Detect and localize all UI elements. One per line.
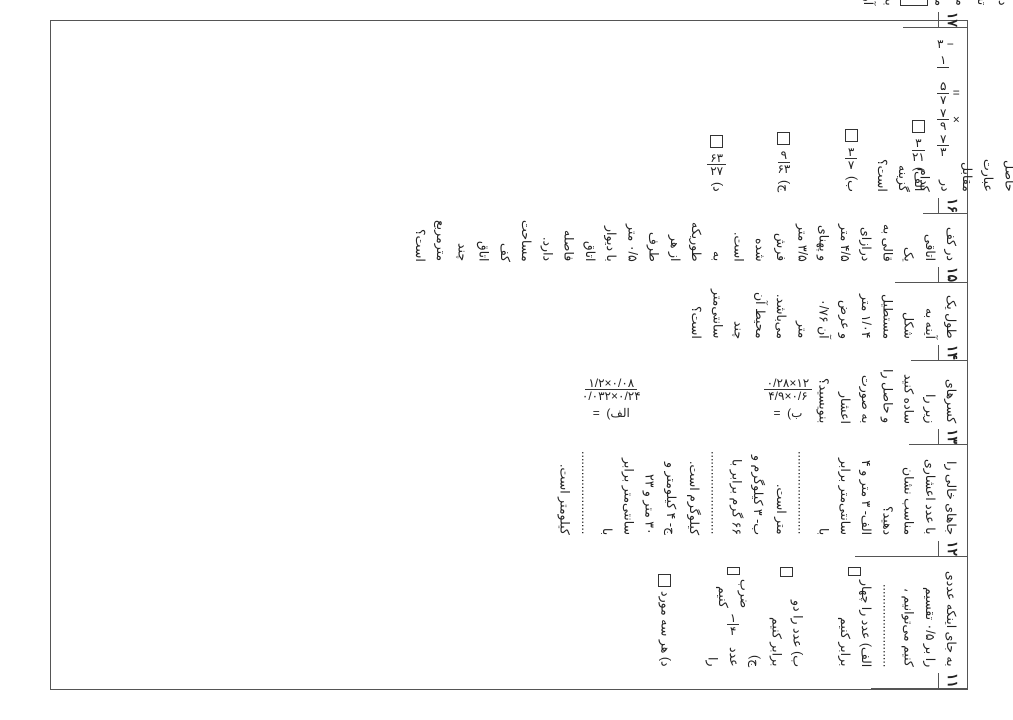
checkbox-icon [845,129,858,142]
eq-a: ۱/۲×۰/۰۸۰/۰۳۲×۰/۲۴ = (الف [579,377,644,424]
q-text: طول یک آینه به شکل مستطیل ۱/۰۴ متر و عرض… [685,289,961,338]
checkbox-icon [912,120,925,133]
option: ب) ۳۷ [841,129,862,192]
q-number: ۱۳ [938,429,967,444]
q-text: جاهای خالی را با عدد اعشاری مناسب نشان د… [876,451,961,534]
option: ج) عدد را ۱۴ ضرب کنیم [701,567,765,667]
q-body: کسرهای زیر را ساده کنید و حاصل را به صور… [909,361,967,430]
q-text: کسرهای زیر را ساده کنید و حاصل را به صور… [812,367,961,424]
table-row: ۱۷ در تساوی مقابل مقدار را بدست آورید؟ ۰… [903,0,967,28]
checkbox-icon [658,574,671,587]
expr: ۳ − ۱ ۵۷ = ۷۹ × ۷۳ [937,34,961,159]
q-body: در تساوی مقابل مقدار را بدست آورید؟ ۰/۲۴… [903,0,967,12]
q-text: در کف اتاقی یک قالی به درازای ۴/۵ متر و … [409,220,962,262]
q-number: ۱۴ [938,345,967,360]
table-row: ۱۳ کسرهای زیر را ساده کنید و حاصل را به … [909,361,967,446]
options: ج) عدد را ۱۴ ضرب کنیم د) هر سه مورد [654,567,765,667]
q-text: به جای اینکه عددی را بر ۰/۵ تقسیم کنیم م… [876,563,961,667]
q-number: ۱۱ [938,673,967,688]
table-row: ۱۱ به جای اینکه عددی را بر ۰/۵ تقسیم کنی… [871,557,967,689]
q-body: به جای اینکه عددی را بر ۰/۵ تقسیم کنیم م… [871,557,967,673]
checkbox-icon [780,567,793,577]
option: ج) ۹۶۳ [773,132,794,191]
line: ب- ۳ کیلوگرم و ۶۶ گرم برابر با .........… [683,451,768,534]
checkbox-icon [710,135,723,148]
q-body: در کف اتاقی یک قالی به درازای ۴/۵ متر و … [895,214,967,268]
sub-lines: الف- ۳ متر و ۴ سانتی‌متر برابر با ......… [553,451,876,534]
checkbox-icon [848,567,861,576]
checkbox-icon [777,132,790,145]
options: الف) ۳۲۱ ب) ۳۷ ج) ۹۶۳ د) ۶۳۲۷ [706,38,929,192]
option: د) هر سه مورد [654,574,675,667]
q-number: ۱۶ [938,198,967,213]
table-row: ۱۲ جاهای خالی را با عدد اعشاری مناسب نشا… [855,445,967,556]
table-row: ۱۶ حاصل عبارت مقابل در کدام گزینه است؟ ۳… [923,28,967,214]
q-text: در تساوی مقابل مقدار را بدست آورید؟ [857,0,1013,6]
q-number: ۱۵ [938,267,967,282]
option: الف) عدد را چهار برابر کنیم [834,567,877,667]
option: الف) ۳۲۱ [908,120,929,192]
q-body: طول یک آینه به شکل مستطیل ۱/۰۴ متر و عرض… [911,283,967,344]
option: ب) عدد را دو برابر کنیم [765,567,808,667]
table-row: ۱۵ در کف اتاقی یک قالی به درازای ۴/۵ متر… [895,214,967,284]
exam-table: ۱۱ به جای اینکه عددی را بر ۰/۵ تقسیم کنی… [50,20,968,690]
q-number: ۱۷ [938,12,967,27]
q-number: ۱۲ [938,541,967,556]
option: د) ۶۳۲۷ [706,135,727,192]
checkbox-icon [727,567,740,575]
page: ۱۱ به جای اینکه عددی را بر ۰/۵ تقسیم کنی… [0,0,1013,720]
q-body: حاصل عبارت مقابل در کدام گزینه است؟ ۳ − … [923,28,967,198]
options: الف) عدد را چهار برابر کنیم ب) عدد را دو… [765,567,876,667]
line: الف- ۳ متر و ۴ سانتی‌متر برابر با ......… [770,451,876,534]
line: ج- ۴ کیلومتر و ۳۰ متر و ۲۳ سانتی‌متر برا… [553,451,681,534]
eq-b: ۰/۲۸×۱۲۴/۹×۰/۶ = (ب [764,377,813,424]
blank-box-icon [900,0,928,6]
equations: ۱/۲×۰/۰۸۰/۰۳۲×۰/۲۴ = (الف ۰/۲۸×۱۲۴/۹×۰/۶… [579,377,812,424]
q-body: جاهای خالی را با عدد اعشاری مناسب نشان د… [855,445,967,540]
table-row: ۱۴ طول یک آینه به شکل مستطیل ۱/۰۴ متر و … [911,283,967,360]
